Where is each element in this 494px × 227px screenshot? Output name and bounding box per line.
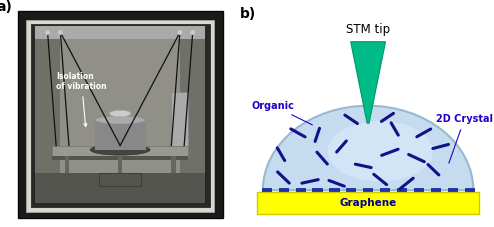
Bar	[257, 192, 479, 214]
Bar	[52, 156, 188, 160]
Ellipse shape	[90, 144, 150, 155]
Bar	[35, 173, 206, 203]
Bar	[31, 24, 210, 207]
Bar	[26, 20, 214, 212]
Bar	[65, 156, 69, 173]
Wedge shape	[263, 106, 473, 190]
Bar	[35, 26, 60, 203]
Bar	[118, 156, 123, 173]
Ellipse shape	[110, 110, 131, 117]
Text: STM tip: STM tip	[346, 23, 390, 36]
Text: 2D Crystal: 2D Crystal	[436, 114, 493, 163]
Circle shape	[58, 30, 63, 35]
Bar	[52, 146, 188, 156]
Bar	[171, 156, 175, 173]
Text: b): b)	[240, 7, 256, 21]
Ellipse shape	[328, 121, 433, 182]
Polygon shape	[351, 42, 385, 123]
Bar	[35, 26, 206, 39]
Bar	[171, 92, 188, 146]
Bar	[180, 26, 206, 203]
Text: Organic: Organic	[252, 101, 312, 125]
Text: Graphene: Graphene	[339, 198, 397, 208]
Bar	[35, 26, 206, 203]
Circle shape	[190, 30, 195, 35]
Text: Isolation
of vibration: Isolation of vibration	[56, 72, 107, 127]
Text: a): a)	[0, 0, 12, 14]
Bar	[94, 120, 146, 150]
Circle shape	[45, 30, 50, 35]
Circle shape	[177, 30, 182, 35]
Ellipse shape	[94, 116, 146, 124]
Bar	[99, 173, 141, 186]
